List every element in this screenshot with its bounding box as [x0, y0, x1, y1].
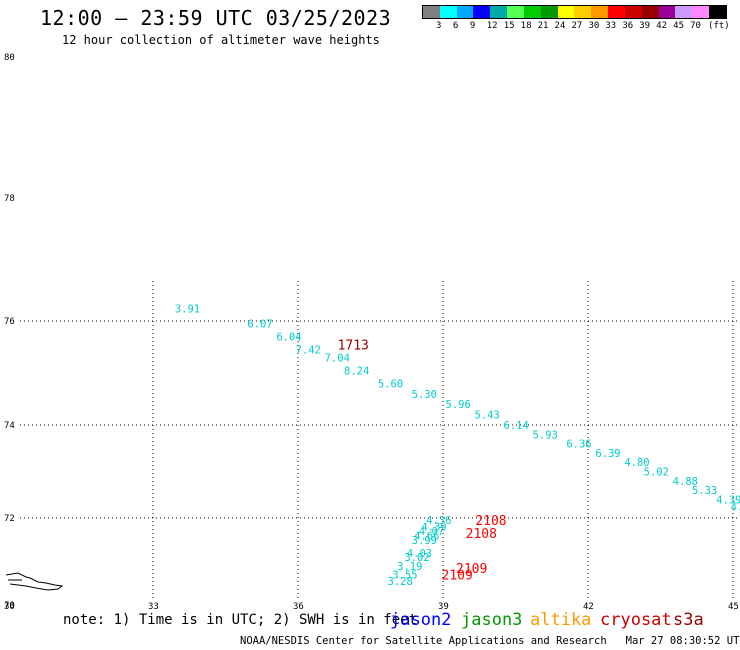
- pass-time-label: 2108: [466, 527, 497, 542]
- color-legend-bar: [422, 5, 727, 19]
- lat-label: 78: [4, 194, 15, 204]
- legend-label: 9: [469, 21, 476, 31]
- legend-label: 45: [673, 21, 684, 31]
- wave-height-label: 3.99: [412, 535, 437, 547]
- wave-height-label: 4.39: [716, 494, 740, 506]
- coastline: [5, 572, 64, 591]
- wave-height-label: 6.04: [276, 332, 301, 344]
- legend-swatch: [675, 6, 693, 18]
- lat-label: 72: [4, 514, 15, 524]
- legend-label: 21: [537, 21, 549, 31]
- lat-label: 74: [4, 421, 15, 431]
- legend-label: 3: [435, 21, 442, 31]
- wave-height-label: 4.80: [624, 457, 649, 469]
- legend-swatch: [624, 6, 642, 18]
- wave-height-label: 6.14: [504, 420, 529, 432]
- wave-height-label: 3.19: [397, 561, 422, 573]
- legend-swatch: [456, 6, 474, 18]
- legend-swatch: [523, 6, 541, 18]
- lon-label: 36: [293, 602, 304, 612]
- sat-s3a: s3a: [673, 610, 704, 630]
- sat-cryosat: cryosat: [600, 610, 672, 630]
- wave-height-label: 4.36: [426, 515, 451, 527]
- color-legend-labels: 3 6 9 12 15 18 21 24 27 30 33 36 39 42 45 70 (ft): [422, 21, 740, 33]
- footer-org: NOAA/NESDIS Center for Satellite Applica…: [240, 635, 607, 647]
- legend-label: 24: [554, 21, 566, 31]
- page-subtitle: 12 hour collection of altimeter wave hei…: [62, 33, 380, 47]
- legend-swatch: [709, 6, 726, 18]
- legend-label: 42: [656, 21, 668, 31]
- legend-label: 6: [452, 21, 459, 31]
- lat-label: 70: [4, 601, 15, 611]
- wave-height-label: 3.91: [175, 304, 200, 316]
- wave-height-label: 7.42: [296, 345, 321, 357]
- lon-label: 39: [438, 602, 449, 612]
- footer-credit: NOAA/NESDIS Center for Satellite Applica…: [240, 635, 740, 647]
- wave-height-label: 4.88: [673, 476, 698, 488]
- wave-height-label: 3.55: [392, 570, 417, 582]
- legend-swatch: [608, 6, 625, 18]
- wave-height-label: 6.07: [247, 319, 272, 331]
- legend-swatch: [439, 6, 457, 18]
- wave-height-label: 4.39: [421, 522, 446, 534]
- wave-height-label: 3.28: [388, 576, 413, 588]
- note-text: note: 1) Time is in UTC; 2) SWH is in fe…: [63, 612, 418, 628]
- lon-label: 33: [148, 602, 159, 612]
- sat-jason3: jason3: [461, 610, 523, 630]
- wave-height-label: 6.39: [595, 448, 620, 460]
- wave-height-label: 5.02: [644, 467, 669, 479]
- lat-label: 76: [4, 317, 15, 327]
- page-title: 12:00 – 23:59 UTC 03/25/2023: [40, 6, 392, 30]
- wave-height-label: 5.60: [378, 378, 403, 390]
- legend-label: 27: [571, 21, 583, 31]
- wave-height-label: 5.93: [533, 429, 558, 441]
- legend-label: 15: [503, 21, 515, 31]
- wave-height-label: 3.02: [404, 552, 429, 564]
- legend-swatch: [557, 6, 575, 18]
- wave-height-label: 5.33: [692, 485, 717, 497]
- wave-height-label: 5.30: [412, 389, 437, 401]
- sat-altika: altika: [530, 610, 592, 630]
- wave-height-label: 7.04: [325, 352, 350, 364]
- wave-height-label: 6.36: [566, 439, 591, 451]
- legend-swatch: [641, 6, 659, 18]
- legend-swatch: [490, 6, 508, 18]
- wave-height-label: 4.66: [414, 530, 439, 542]
- legend-swatch: [692, 6, 710, 18]
- legend-swatch: [540, 6, 558, 18]
- lon-label: 45: [728, 602, 739, 612]
- wave-height-label: 4.03: [407, 548, 432, 560]
- lon-label: 30: [4, 602, 15, 612]
- legend-label: 33: [605, 21, 617, 31]
- legend-label: 36: [622, 21, 634, 31]
- legend-label: 12: [486, 21, 498, 31]
- legend-swatch: [473, 6, 491, 18]
- lon-label: 42: [583, 602, 594, 612]
- wave-height-label: 5.96: [446, 399, 471, 411]
- legend-swatch: [507, 6, 524, 18]
- legend-swatch: [423, 6, 440, 18]
- legend-label: 70: [690, 21, 701, 31]
- wave-height-label: 4.26: [731, 501, 740, 513]
- pass-time-label: 2108: [475, 514, 506, 529]
- legend-swatch: [574, 6, 592, 18]
- wave-height-label: 5.43: [475, 410, 500, 422]
- pass-time-label: 2109: [442, 569, 473, 584]
- legend-label: 18: [520, 21, 532, 31]
- legend-label: 30: [588, 21, 600, 31]
- wave-height-label: 8.24: [344, 365, 369, 377]
- legend-swatch: [591, 6, 609, 18]
- pass-time-label: 1713: [338, 338, 369, 353]
- lat-label: 80: [4, 53, 15, 63]
- footer-timestamp: Mar 27 08:30:52 UTC 2023: [625, 635, 740, 647]
- pass-time-label: 2109: [456, 562, 487, 577]
- legend-label: (ft): [708, 21, 730, 31]
- wave-height-label: 4.07: [419, 526, 444, 538]
- sat-jason2: jason2: [390, 610, 452, 630]
- legend-swatch: [658, 6, 676, 18]
- legend-label: 39: [639, 21, 651, 31]
